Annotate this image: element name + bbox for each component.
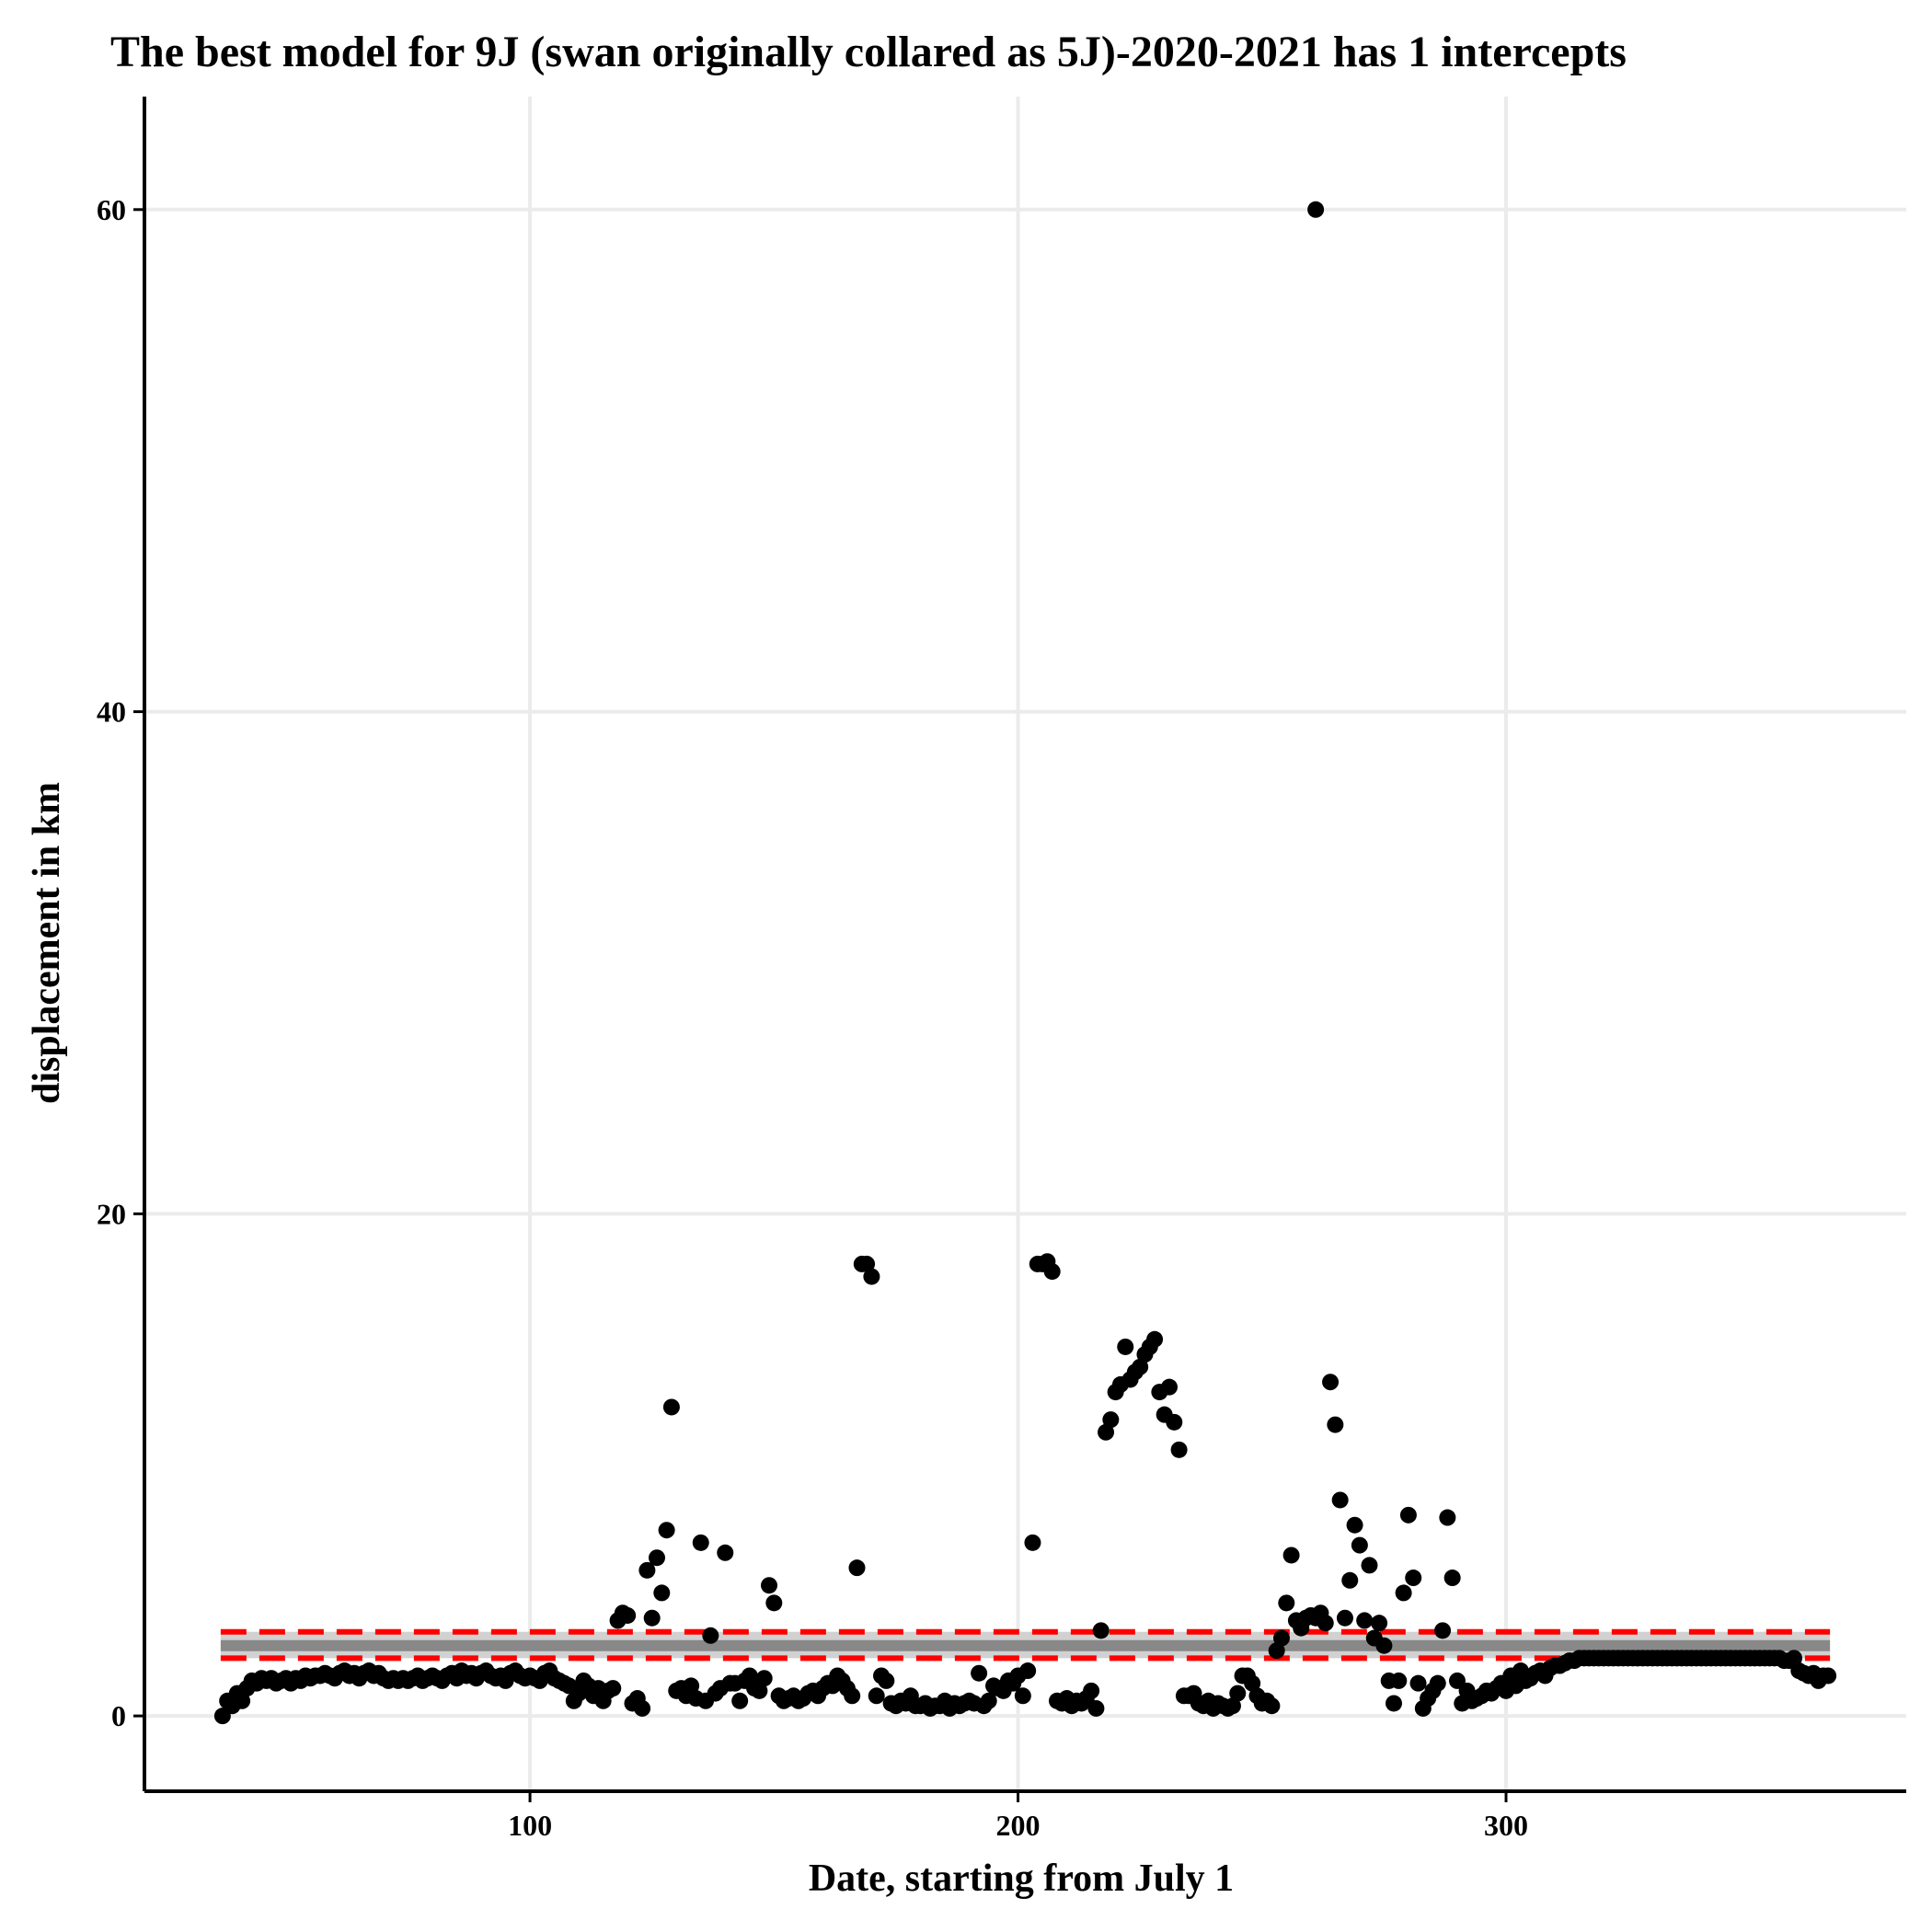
data-point <box>1098 1423 1115 1441</box>
data-point <box>1395 1584 1412 1602</box>
data-point <box>1331 1491 1349 1509</box>
data-point <box>731 1692 749 1709</box>
data-points <box>213 201 1837 1725</box>
data-point <box>1386 1695 1403 1712</box>
data-point <box>761 1577 778 1594</box>
x-tick-label: 100 <box>508 1809 552 1842</box>
data-point <box>878 1672 895 1689</box>
data-point <box>643 1609 661 1627</box>
data-point <box>1229 1685 1247 1702</box>
data-point <box>662 1398 680 1416</box>
data-point <box>1092 1622 1110 1639</box>
axes <box>133 97 1906 1802</box>
data-point <box>653 1584 671 1602</box>
data-point <box>1371 1615 1388 1632</box>
chart-title: The best model for 9J (swan originally c… <box>110 28 1627 76</box>
data-point <box>755 1670 773 1687</box>
data-point <box>1024 1534 1041 1551</box>
data-point <box>1244 1674 1261 1692</box>
y-tick-label: 40 <box>97 696 126 729</box>
data-point <box>1317 1615 1334 1632</box>
data-point <box>1443 1570 1461 1587</box>
data-point <box>868 1687 885 1705</box>
data-point <box>971 1664 988 1682</box>
data-point <box>1346 1516 1363 1534</box>
data-point <box>1375 1637 1393 1654</box>
data-point <box>1263 1697 1281 1715</box>
data-point <box>1351 1536 1368 1554</box>
y-tick-label: 20 <box>97 1197 126 1230</box>
data-point <box>648 1549 665 1567</box>
data-point <box>1272 1629 1290 1647</box>
data-point <box>1278 1594 1295 1612</box>
data-point <box>1361 1557 1378 1574</box>
data-point <box>1268 1642 1285 1660</box>
gridlines <box>144 97 1906 1791</box>
data-point <box>1043 1263 1061 1281</box>
data-point <box>863 1268 880 1285</box>
y-tick-label: 60 <box>97 193 126 226</box>
data-point <box>848 1559 866 1577</box>
data-point <box>1307 201 1325 218</box>
data-point <box>1322 1374 1340 1391</box>
data-point <box>1439 1509 1456 1526</box>
data-point <box>1405 1570 1422 1587</box>
data-point <box>717 1544 734 1561</box>
data-point <box>1019 1662 1037 1680</box>
data-point <box>634 1699 651 1717</box>
y-axis-label: displacement in km <box>26 782 68 1104</box>
data-point <box>1341 1571 1359 1589</box>
x-tick-label: 300 <box>1484 1809 1528 1842</box>
data-point <box>1224 1697 1241 1715</box>
data-point <box>1102 1411 1120 1429</box>
data-point <box>1160 1378 1178 1396</box>
data-point <box>1282 1547 1300 1564</box>
intercept-band <box>220 1628 1831 1662</box>
data-point <box>1820 1667 1837 1685</box>
data-point <box>1336 1609 1353 1627</box>
data-point <box>858 1255 876 1272</box>
data-point <box>1014 1687 1031 1705</box>
data-point <box>658 1522 675 1539</box>
x-axis-label: Date, starting from July 1 <box>809 1857 1234 1900</box>
data-point <box>1166 1413 1183 1431</box>
x-tick-label: 200 <box>996 1809 1041 1842</box>
data-point <box>1356 1612 1374 1629</box>
data-point <box>765 1594 783 1612</box>
data-point <box>751 1682 768 1699</box>
data-point <box>1146 1330 1164 1348</box>
data-point <box>619 1606 637 1624</box>
data-point <box>1117 1338 1134 1355</box>
data-point <box>1434 1622 1452 1639</box>
data-point <box>1390 1672 1408 1689</box>
data-point <box>604 1680 622 1697</box>
data-point <box>1087 1699 1105 1717</box>
data-point <box>683 1677 700 1695</box>
data-point <box>638 1561 656 1579</box>
data-point <box>741 1667 758 1685</box>
data-point <box>1399 1506 1417 1524</box>
data-point <box>234 1692 251 1709</box>
data-point <box>692 1534 709 1551</box>
data-point <box>1083 1682 1100 1699</box>
y-tick-label: 0 <box>111 1699 126 1732</box>
tick-labels: 100 200 300 0 20 40 60 <box>97 193 1528 1842</box>
data-point <box>1409 1674 1427 1692</box>
data-point <box>1327 1416 1344 1433</box>
data-point <box>844 1687 861 1705</box>
data-point <box>1132 1358 1149 1375</box>
data-point <box>1170 1441 1188 1458</box>
data-point <box>702 1627 719 1644</box>
data-point <box>1429 1674 1446 1692</box>
data-point <box>1785 1650 1802 1667</box>
data-point <box>980 1692 997 1709</box>
